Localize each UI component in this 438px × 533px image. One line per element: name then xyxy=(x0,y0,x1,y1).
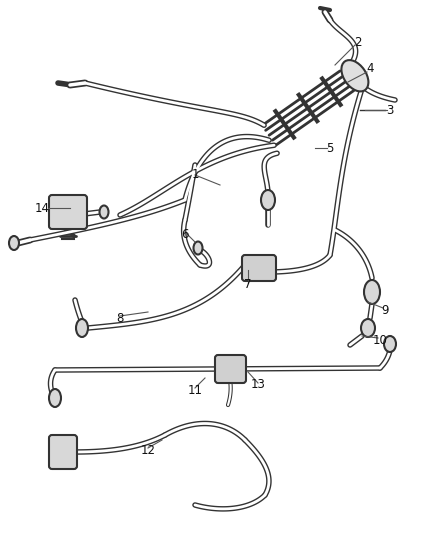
Ellipse shape xyxy=(364,280,380,304)
FancyBboxPatch shape xyxy=(242,255,276,281)
FancyBboxPatch shape xyxy=(49,195,87,229)
Text: 11: 11 xyxy=(187,384,202,397)
Text: 5: 5 xyxy=(326,141,334,155)
Ellipse shape xyxy=(99,206,109,219)
Text: 2: 2 xyxy=(354,36,362,49)
Ellipse shape xyxy=(49,389,61,407)
Text: 12: 12 xyxy=(141,443,155,456)
FancyBboxPatch shape xyxy=(215,355,246,383)
Text: 7: 7 xyxy=(244,279,252,292)
Text: 9: 9 xyxy=(381,303,389,317)
Ellipse shape xyxy=(361,319,375,337)
Ellipse shape xyxy=(9,236,19,250)
Text: 3: 3 xyxy=(386,103,394,117)
Text: 1: 1 xyxy=(191,168,199,182)
Ellipse shape xyxy=(261,190,275,210)
Text: 14: 14 xyxy=(35,201,49,214)
Text: 10: 10 xyxy=(373,334,388,346)
Ellipse shape xyxy=(76,319,88,337)
Ellipse shape xyxy=(194,241,202,254)
Text: 13: 13 xyxy=(251,378,265,392)
Ellipse shape xyxy=(384,336,396,352)
Text: 4: 4 xyxy=(366,61,374,75)
Ellipse shape xyxy=(341,60,368,92)
Text: 6: 6 xyxy=(181,229,189,241)
Text: 8: 8 xyxy=(117,311,124,325)
FancyBboxPatch shape xyxy=(49,435,77,469)
